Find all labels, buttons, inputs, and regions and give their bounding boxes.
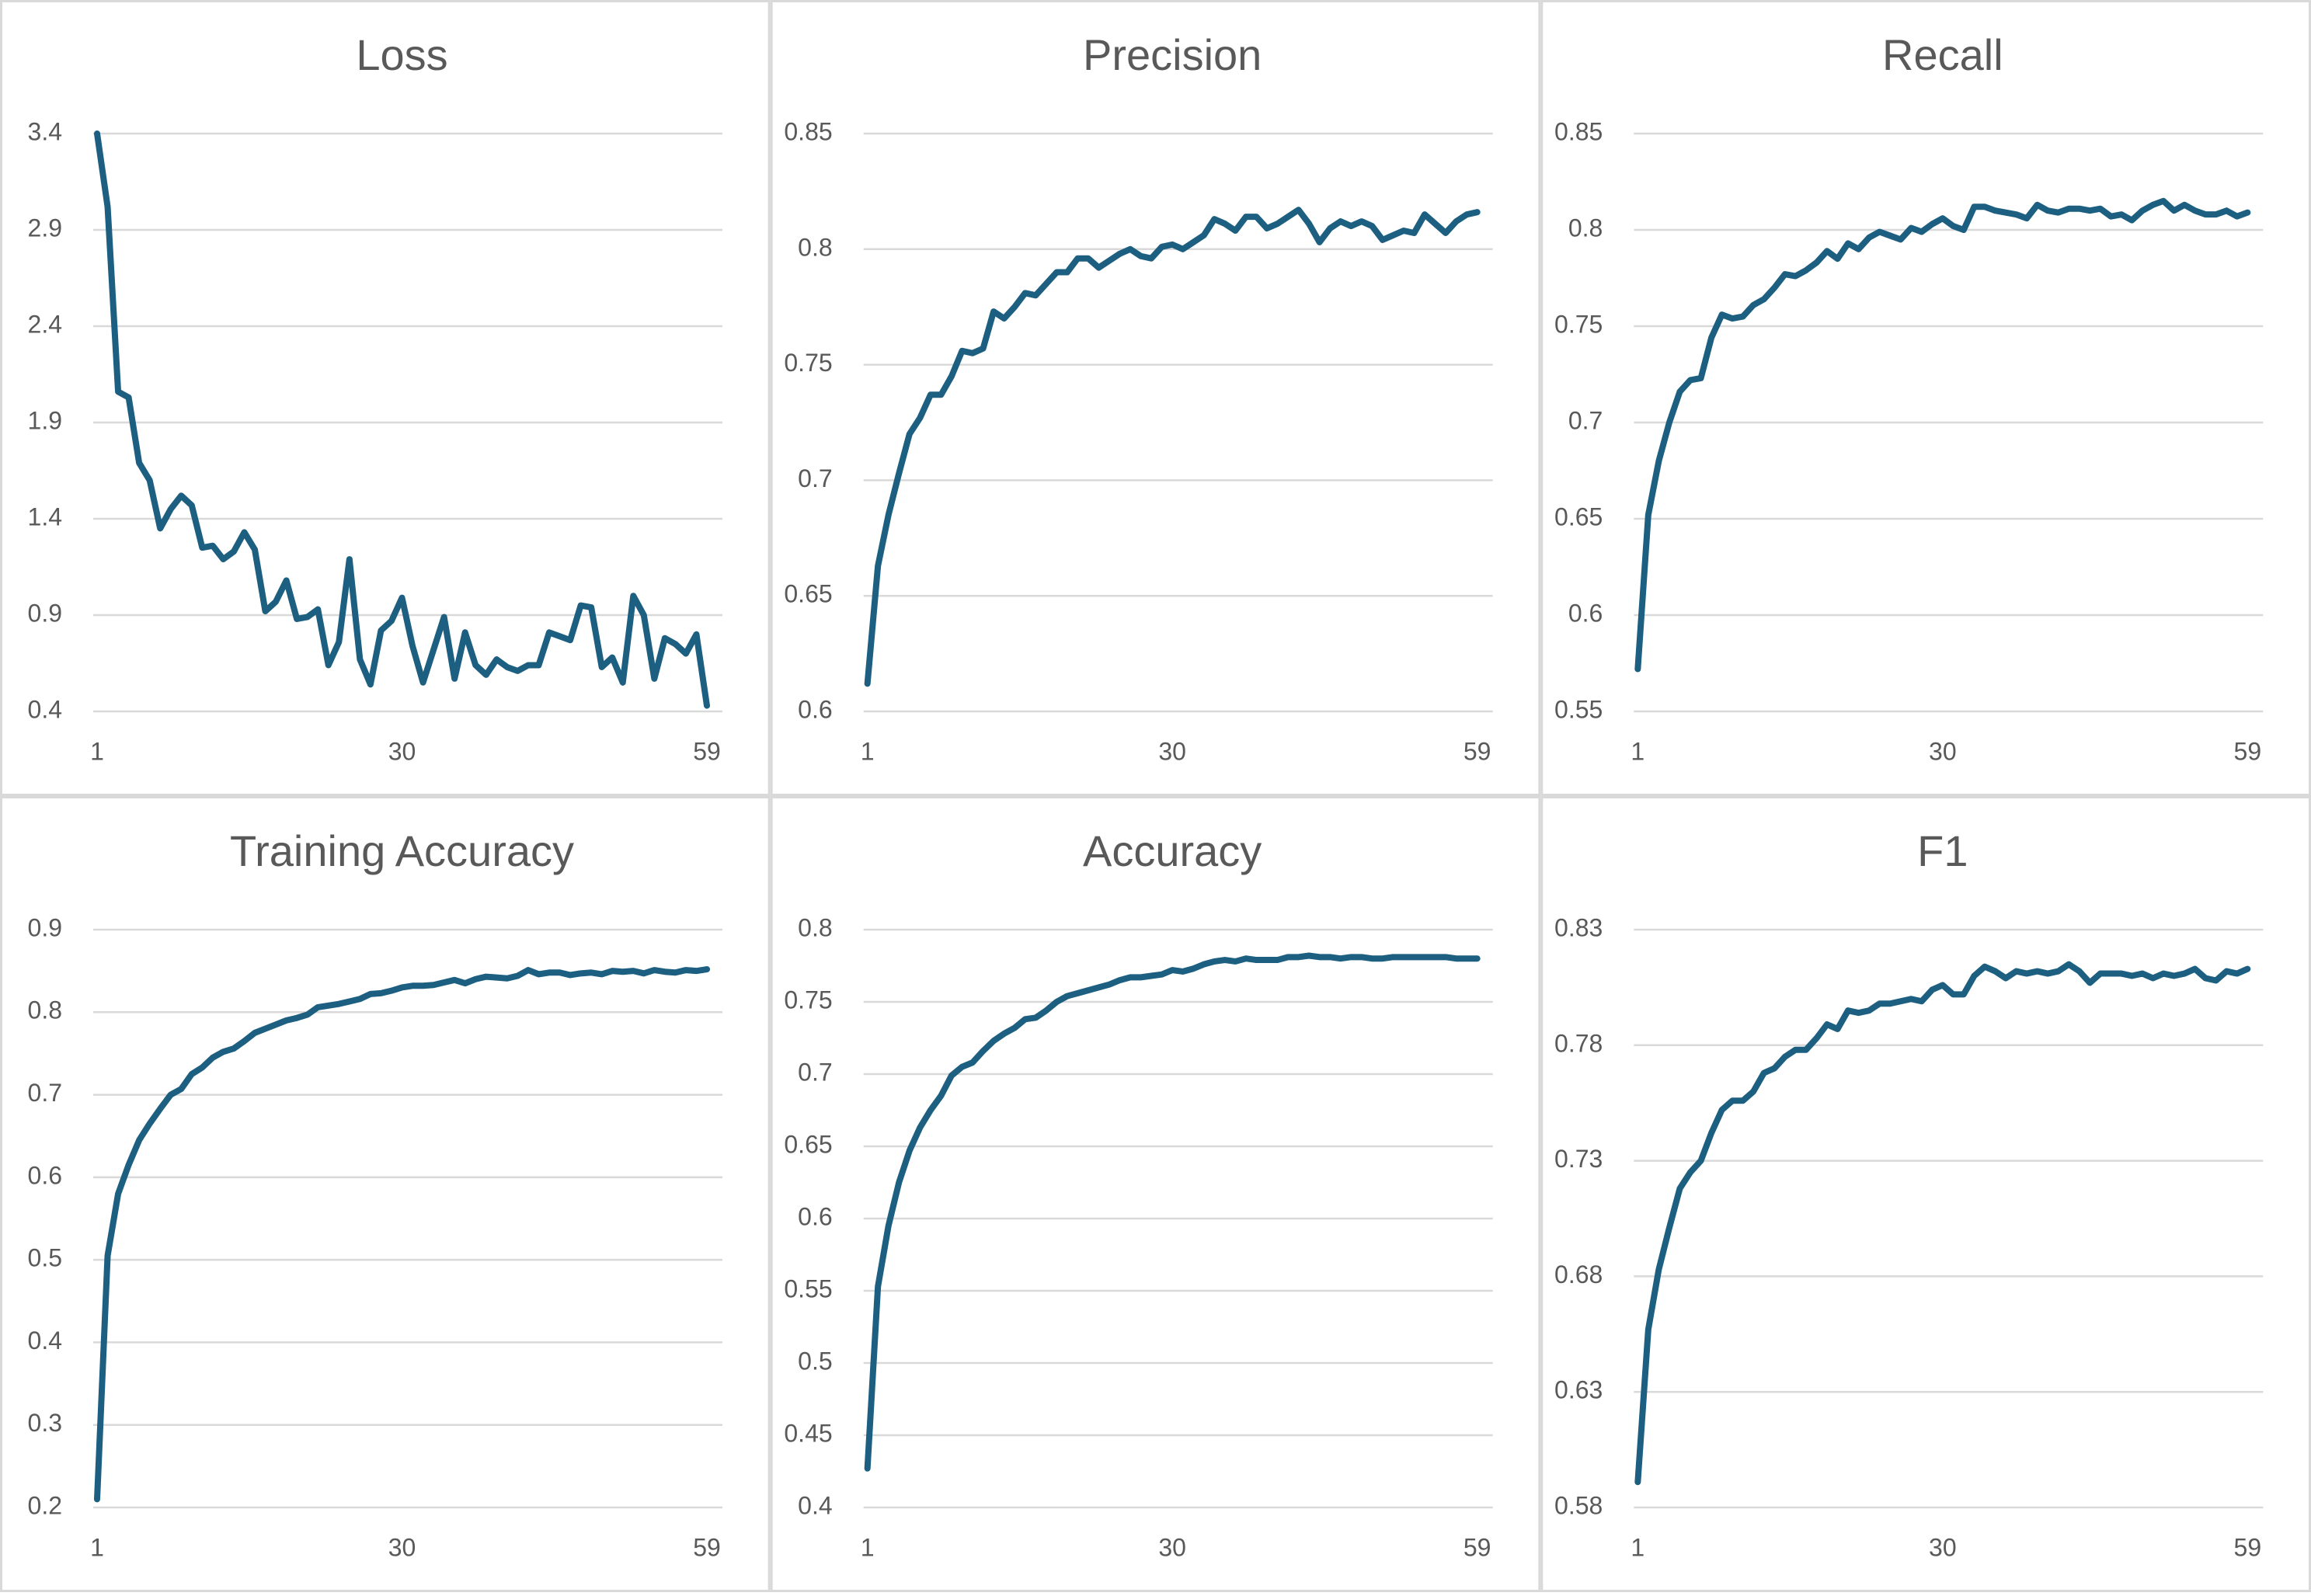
- chart-panel: Accuracy 0.4 0.45 0.5 0.55 0.6 0.65 0.7 0.75 0.8 1…: [770, 796, 1541, 1592]
- y-tick-label: 1.9: [28, 406, 62, 434]
- x-tick-label: 1: [90, 1533, 104, 1561]
- y-tick-label: 0.73: [1554, 1145, 1603, 1173]
- x-tick-label: 30: [1929, 1533, 1957, 1561]
- y-tick-label: 0.6: [1568, 599, 1603, 627]
- data-line: [94, 966, 710, 1503]
- y-tick-label: 0.68: [1554, 1260, 1603, 1288]
- data-line: [1634, 197, 2251, 673]
- x-tick-label: 1: [861, 1533, 875, 1561]
- chart-panel: Loss 0.4 0.9 1.4 1.9 2.4 2.9 3.4 1 30 59: [0, 0, 771, 796]
- y-tick-label: 0.5: [798, 1347, 832, 1375]
- y-tick-label: 0.75: [784, 349, 832, 377]
- y-tick-label: 0.55: [1554, 695, 1603, 723]
- chart-title: Training Accuracy: [230, 826, 574, 875]
- panel-border: [1540, 796, 2311, 1592]
- y-tick-label: 0.9: [28, 599, 62, 627]
- chart-title: Precision: [1083, 30, 1262, 79]
- y-tick-label: 0.58: [1554, 1491, 1603, 1519]
- y-tick-label: 2.4: [28, 310, 62, 338]
- y-tick-label: 0.7: [1568, 406, 1603, 434]
- y-tick-label: 0.83: [1554, 913, 1603, 941]
- x-tick-label: 59: [1464, 737, 1491, 765]
- y-tick-label: 0.8: [798, 913, 832, 941]
- y-tick-label: 1.4: [28, 502, 62, 530]
- y-tick-label: 0.63: [1554, 1376, 1603, 1404]
- y-tick-label: 3.4: [28, 117, 62, 145]
- y-tick-label: 0.2: [28, 1491, 62, 1519]
- x-tick-label: 30: [1158, 737, 1186, 765]
- x-tick-label: 1: [1631, 737, 1644, 765]
- y-tick-label: 0.4: [28, 1327, 62, 1354]
- x-tick-label: 30: [388, 1533, 416, 1561]
- y-tick-label: 0.3: [28, 1409, 62, 1437]
- data-line: [94, 130, 710, 709]
- x-tick-label: 1: [861, 737, 875, 765]
- y-tick-label: 0.78: [1554, 1029, 1603, 1057]
- x-tick-label: 59: [2234, 1533, 2262, 1561]
- x-tick-label: 30: [388, 737, 416, 765]
- data-line: [1634, 961, 2251, 1486]
- y-tick-label: 0.8: [1568, 214, 1603, 242]
- y-tick-label: 0.75: [784, 986, 832, 1014]
- panel-border: [1540, 0, 2311, 796]
- y-tick-label: 0.85: [784, 117, 832, 145]
- x-tick-label: 1: [90, 737, 104, 765]
- x-tick-label: 59: [693, 1533, 721, 1561]
- x-tick-label: 30: [1158, 1533, 1186, 1561]
- x-tick-label: 59: [693, 737, 721, 765]
- x-tick-label: 59: [1464, 1533, 1491, 1561]
- y-tick-label: 0.6: [28, 1161, 62, 1189]
- y-tick-label: 0.55: [784, 1274, 832, 1302]
- y-tick-label: 0.7: [798, 1058, 832, 1086]
- y-tick-label: 0.7: [28, 1079, 62, 1107]
- y-tick-label: 0.6: [798, 695, 832, 723]
- chart-panel: Precision 0.6 0.65 0.7 0.75 0.8 0.85 1 30 59: [770, 0, 1541, 796]
- y-tick-label: 0.8: [28, 996, 62, 1024]
- y-tick-label: 0.4: [28, 695, 62, 723]
- chart-panel: F1 0.58 0.63 0.68 0.73 0.78 0.83 1 30 59: [1540, 796, 2311, 1592]
- chart-title: F1: [1917, 826, 1968, 875]
- panel-border: [770, 0, 1541, 796]
- y-tick-label: 0.65: [784, 580, 832, 608]
- y-tick-label: 0.65: [784, 1130, 832, 1158]
- y-tick-label: 0.85: [1554, 117, 1603, 145]
- data-line: [864, 952, 1481, 1472]
- chart-title: Accuracy: [1083, 826, 1262, 875]
- y-tick-label: 0.4: [798, 1491, 832, 1519]
- y-tick-label: 0.6: [798, 1202, 832, 1230]
- data-line: [864, 207, 1481, 687]
- chart-title: Recall: [1882, 30, 2003, 79]
- y-tick-label: 0.7: [798, 464, 832, 492]
- x-tick-label: 59: [2234, 737, 2262, 765]
- chart-title: Loss: [356, 30, 447, 79]
- chart-panel: Training Accuracy 0.2 0.3 0.4 0.5 0.6 0.7 0.8 0.…: [0, 796, 771, 1592]
- y-tick-label: 0.45: [784, 1419, 832, 1447]
- chart-panel: Recall 0.55 0.6 0.65 0.7 0.75 0.8 0.85 1 30 59: [1540, 0, 2311, 796]
- y-tick-label: 0.65: [1554, 502, 1603, 530]
- x-tick-label: 30: [1929, 737, 1957, 765]
- x-tick-label: 1: [1631, 1533, 1644, 1561]
- y-tick-label: 0.5: [28, 1244, 62, 1272]
- y-tick-label: 0.9: [28, 913, 62, 941]
- panel-border: [770, 796, 1541, 1592]
- y-tick-label: 0.8: [798, 233, 832, 261]
- y-tick-label: 0.75: [1554, 310, 1603, 338]
- y-tick-label: 2.9: [28, 214, 62, 242]
